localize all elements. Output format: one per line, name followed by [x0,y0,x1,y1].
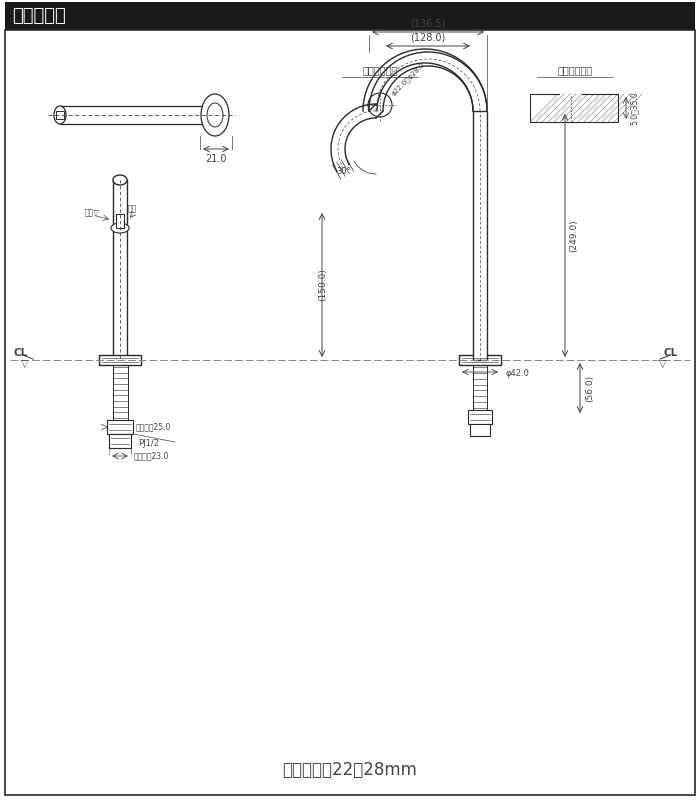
Ellipse shape [111,223,129,233]
Text: (136.5): (136.5) [410,18,446,28]
Bar [109,434,131,448]
Bar [107,420,133,434]
Bar [473,365,487,410]
Bar [60,106,215,124]
Bar [530,94,618,122]
Bar [56,111,64,119]
Text: 21.0: 21.0 [205,154,227,164]
Bar [113,365,127,420]
Bar [116,214,124,228]
Bar [459,355,501,365]
Text: 大角対辺23.0: 大角対辺23.0 [134,451,169,461]
Ellipse shape [54,106,66,124]
Text: PJ1/2: PJ1/2 [138,439,159,448]
Text: 5.0～35.0: 5.0～35.0 [630,91,639,125]
Bar [473,111,487,360]
Text: 天板取付穴径: 天板取付穴径 [363,65,398,75]
Text: CL: CL [14,348,28,358]
Ellipse shape [201,94,229,136]
Text: 止水▽: 止水▽ [85,208,100,217]
Text: ▽: ▽ [21,359,29,369]
Ellipse shape [113,175,127,185]
Text: (249.0): (249.0) [569,220,578,252]
Bar [99,355,141,365]
Text: (128.0): (128.0) [410,32,446,42]
Bar [470,424,490,436]
Bar [5,2,695,30]
Text: 大角対辺25.0: 大角対辺25.0 [136,422,172,431]
Text: 天板締付範囲: 天板締付範囲 [557,65,593,75]
Text: 単水栓金具: 単水栓金具 [12,7,66,25]
Text: (56.0): (56.0) [585,374,594,402]
Text: 天板取付穴22～28mm: 天板取付穴22～28mm [283,761,417,779]
Text: (150.0): (150.0) [318,269,327,302]
Bar [468,410,492,424]
Text: CL: CL [664,348,678,358]
Text: ▽: ▽ [659,359,666,369]
Bar [113,180,127,360]
Text: 出水: 出水 [128,204,137,213]
Text: φ42.0: φ42.0 [506,370,530,378]
Bar [560,94,582,122]
Ellipse shape [207,103,223,127]
Text: 30°: 30° [336,167,351,176]
Ellipse shape [368,93,392,117]
Text: φ22.0～φ28.0: φ22.0～φ28.0 [390,60,426,97]
